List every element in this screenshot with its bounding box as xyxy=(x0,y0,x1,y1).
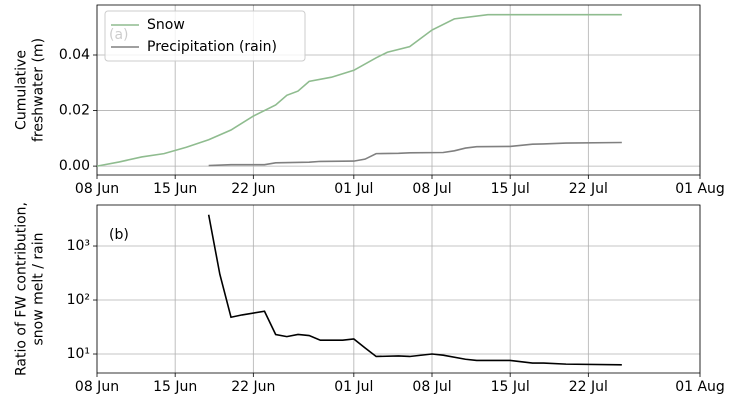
y-axis-label: freshwater (m) xyxy=(31,38,47,142)
x-tick-label: 15 Jul xyxy=(491,379,530,395)
x-tick-label: 22 Jul xyxy=(569,379,608,395)
plot-frame xyxy=(96,204,701,374)
x-tick-label: 01 Jul xyxy=(334,379,373,395)
legend-box xyxy=(104,10,306,62)
x-tick-label: 22 Jun xyxy=(231,181,275,197)
legend-label: Snow xyxy=(147,17,185,33)
panel-label: (b) xyxy=(109,227,129,243)
x-tick-label: 01 Aug xyxy=(675,181,725,197)
x-tick-label: 15 Jun xyxy=(153,379,197,395)
legend-label: Precipitation (rain) xyxy=(147,39,277,55)
line-series xyxy=(96,13,622,167)
panel: 08 Jun 15 Jun 22 Jun 01 Jul 08 Jul 15 Jul 22 J… xyxy=(14,202,725,395)
y-axis-label: Cumulative xyxy=(14,50,30,130)
y-axis-label: snow melt / rain xyxy=(31,233,47,346)
line-series xyxy=(207,214,622,366)
x-tick-label: 15 Jul xyxy=(491,181,530,197)
legend: Snow Precipitation (rain) xyxy=(104,10,306,62)
x-tick-label: 15 Jun xyxy=(153,181,197,197)
x-tick-label: 08 Jul xyxy=(412,379,451,395)
y-tick-label: 10² xyxy=(67,292,90,308)
x-tick-label: 08 Jun xyxy=(75,379,119,395)
line-series xyxy=(208,141,622,167)
y-tick-label: 0.00 xyxy=(59,158,90,174)
y-tick-label: 10¹ xyxy=(67,346,90,362)
x-tick-label: 01 Jul xyxy=(334,181,373,197)
x-tick-label: 08 Jul xyxy=(412,181,451,197)
plot-frame xyxy=(96,4,701,176)
x-tick-label: 01 Aug xyxy=(675,379,725,395)
y-tick-label: 0.02 xyxy=(59,103,90,119)
x-tick-label: 08 Jun xyxy=(75,181,119,197)
y-tick-label: 10³ xyxy=(67,238,90,254)
y-tick-label: 0.04 xyxy=(59,47,90,63)
x-tick-label: 22 Jun xyxy=(231,379,275,395)
y-axis-label: Ratio of FW contribution, xyxy=(14,202,30,376)
x-tick-label: 22 Jul xyxy=(569,181,608,197)
panel: 08 Jun 15 Jun 22 Jun 01 Jul 08 Jul 15 Jul 22 J… xyxy=(14,4,725,197)
